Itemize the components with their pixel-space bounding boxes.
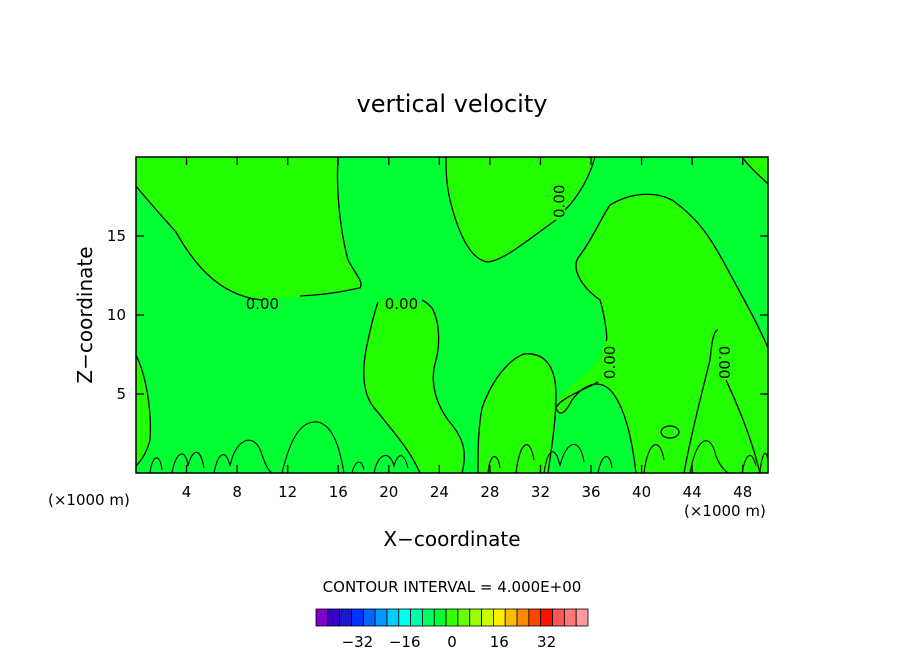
colorbar-swatch	[504, 608, 518, 627]
y-axis: 5 10 15	[107, 227, 768, 403]
colorbar-swatch	[528, 608, 542, 627]
y-axis-label: Z−coordinate	[73, 246, 97, 383]
colorbar-swatch	[386, 608, 400, 627]
y-tick-label: 15	[107, 227, 126, 245]
colorbar-swatch	[362, 608, 376, 627]
positive-region-bottom-mid	[478, 353, 556, 473]
x-tick-label: 24	[430, 483, 449, 501]
plot-area: 0.00 0.00 0.00 0.00 0.00	[135, 156, 769, 474]
contour-lines	[135, 156, 769, 474]
colorbar	[315, 608, 589, 627]
contour-line-center	[363, 299, 465, 474]
colorbar-swatch	[481, 608, 494, 627]
colorbar-swatch	[422, 608, 435, 627]
x-unit-left: (×1000 m)	[48, 491, 130, 509]
contour-small-loop	[660, 425, 680, 439]
contour-line-left-edge	[135, 354, 152, 467]
x-tick-label: 4	[182, 483, 192, 501]
colorbar-swatch	[327, 608, 341, 627]
colorbar-swatch	[374, 608, 388, 627]
contour-line-bottom-noise	[149, 421, 769, 474]
contour-line-left-top	[135, 156, 362, 301]
x-tick-label: 48	[733, 483, 752, 501]
contour-interval-text: CONTOUR INTERVAL = 4.000E+00	[323, 578, 582, 596]
contour-line-bottom-mid	[477, 353, 557, 474]
contour-label: 0.00	[246, 295, 279, 313]
x-axis-label: X−coordinate	[383, 527, 520, 551]
contour-line-center-top	[445, 156, 596, 263]
y-tick-label: 5	[116, 385, 126, 403]
colorbar-swatch	[469, 608, 482, 627]
x-tick-label: 44	[683, 483, 702, 501]
colorbar-swatch	[516, 608, 530, 627]
x-tick-label: 20	[379, 483, 398, 501]
y-tick-label: 10	[107, 306, 126, 324]
colorbar-tick-labels: −32 −16 0 16 32	[342, 633, 557, 651]
contour-label: 0.00	[715, 346, 733, 379]
colorbar-swatch	[410, 608, 423, 627]
contour-line-right-top	[741, 156, 769, 185]
positive-region-center-top	[446, 157, 595, 262]
colorbar-swatch	[552, 608, 565, 627]
positive-region-left-edge	[136, 355, 151, 466]
colorbar-swatch	[351, 608, 364, 627]
contour-line-right-inner	[683, 329, 761, 474]
x-unit-right: (×1000 m)	[684, 502, 766, 520]
x-tick-label: 16	[329, 483, 348, 501]
contour-label: 0.00	[601, 346, 619, 379]
colorbar-swatch	[575, 608, 589, 627]
positive-region-right	[556, 194, 768, 473]
x-axis: 4 8 12 16 20 24 28 32 36 40 44 48	[182, 157, 752, 501]
x-tick-label: 36	[581, 483, 600, 501]
colorbar-tick-label: −32	[342, 633, 374, 651]
colorbar-tick-label: 16	[490, 633, 509, 651]
positive-region-center	[363, 300, 465, 473]
colorbar-swatch	[315, 608, 329, 627]
colorbar-swatch	[398, 608, 412, 627]
chart-title: vertical velocity	[357, 90, 548, 118]
x-tick-label: 32	[531, 483, 550, 501]
x-tick-label: 28	[480, 483, 499, 501]
x-tick-label: 40	[632, 483, 651, 501]
contour-labels: 0.00 0.00 0.00 0.00 0.00	[246, 185, 733, 380]
positive-region-left-top	[136, 157, 362, 300]
contour-line-right	[555, 193, 769, 474]
colorbar-tick-label: 32	[537, 633, 556, 651]
colorbar-swatch	[540, 608, 553, 627]
colorbar-tick-label: 0	[447, 633, 457, 651]
x-tick-label: 12	[278, 483, 297, 501]
colorbar-swatch	[563, 608, 577, 627]
colorbar-tick-label: −16	[389, 633, 421, 651]
colorbar-swatch	[433, 608, 447, 627]
contour-label: 0.00	[550, 185, 568, 218]
colorbar-swatch	[445, 608, 459, 627]
colorbar-swatch	[492, 608, 506, 627]
x-tick-label: 8	[232, 483, 242, 501]
colorbar-swatch	[339, 608, 352, 627]
colorbar-swatch	[457, 608, 471, 627]
contour-label: 0.00	[385, 295, 418, 313]
